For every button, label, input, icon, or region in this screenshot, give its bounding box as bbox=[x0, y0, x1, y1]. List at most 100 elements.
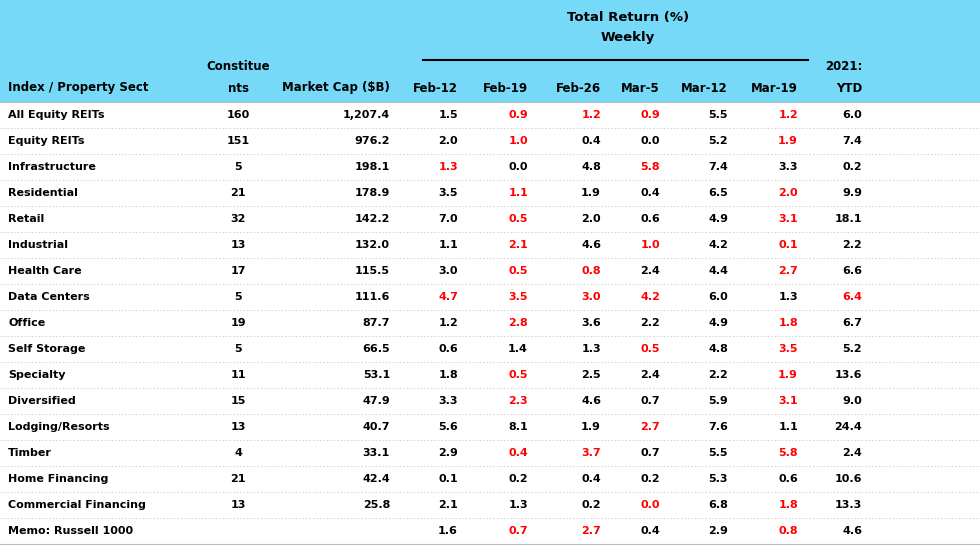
Text: Self Storage: Self Storage bbox=[8, 344, 85, 354]
Text: 33.1: 33.1 bbox=[363, 448, 390, 458]
Text: 2.4: 2.4 bbox=[640, 370, 660, 380]
Text: 0.2: 0.2 bbox=[843, 162, 862, 172]
Text: 2.8: 2.8 bbox=[509, 318, 528, 328]
Text: 0.9: 0.9 bbox=[509, 110, 528, 120]
Text: 0.1: 0.1 bbox=[438, 474, 458, 484]
Text: 4: 4 bbox=[234, 448, 242, 458]
Text: 8.1: 8.1 bbox=[509, 422, 528, 432]
Text: 9.0: 9.0 bbox=[842, 396, 862, 406]
Text: 0.2: 0.2 bbox=[640, 474, 660, 484]
Text: 142.2: 142.2 bbox=[355, 214, 390, 224]
Text: Mar-19: Mar-19 bbox=[751, 82, 798, 95]
Text: 0.4: 0.4 bbox=[509, 448, 528, 458]
Text: Lodging/Resorts: Lodging/Resorts bbox=[8, 422, 110, 432]
Text: 0.9: 0.9 bbox=[640, 110, 660, 120]
Text: 3.0: 3.0 bbox=[438, 266, 458, 276]
Text: 5.2: 5.2 bbox=[709, 136, 728, 146]
Text: 3.5: 3.5 bbox=[438, 188, 458, 198]
Text: 5.5: 5.5 bbox=[709, 448, 728, 458]
Text: 5.2: 5.2 bbox=[843, 344, 862, 354]
Text: 25.8: 25.8 bbox=[363, 500, 390, 510]
Text: 151: 151 bbox=[226, 136, 250, 146]
Text: 0.0: 0.0 bbox=[509, 162, 528, 172]
Text: Specialty: Specialty bbox=[8, 370, 66, 380]
Text: 1.9: 1.9 bbox=[581, 422, 601, 432]
Text: 4.6: 4.6 bbox=[842, 526, 862, 536]
Text: Index / Property Sect: Index / Property Sect bbox=[8, 82, 149, 95]
Text: 13: 13 bbox=[230, 500, 246, 510]
Text: 1.6: 1.6 bbox=[438, 526, 458, 536]
Text: 2.1: 2.1 bbox=[438, 500, 458, 510]
Text: 2.2: 2.2 bbox=[709, 370, 728, 380]
Text: All Equity REITs: All Equity REITs bbox=[8, 110, 105, 120]
Text: 1.9: 1.9 bbox=[778, 136, 798, 146]
Text: 1.8: 1.8 bbox=[778, 318, 798, 328]
Text: 53.1: 53.1 bbox=[363, 370, 390, 380]
Text: 6.8: 6.8 bbox=[709, 500, 728, 510]
Text: Data Centers: Data Centers bbox=[8, 292, 90, 302]
Text: 2.9: 2.9 bbox=[438, 448, 458, 458]
Text: 1.3: 1.3 bbox=[581, 344, 601, 354]
Text: Home Financing: Home Financing bbox=[8, 474, 109, 484]
Text: 3.1: 3.1 bbox=[778, 396, 798, 406]
Text: 178.9: 178.9 bbox=[355, 188, 390, 198]
Text: 2.2: 2.2 bbox=[640, 318, 660, 328]
Text: Residential: Residential bbox=[8, 188, 77, 198]
Text: 13: 13 bbox=[230, 240, 246, 250]
Text: 4.2: 4.2 bbox=[709, 240, 728, 250]
Text: 19: 19 bbox=[230, 318, 246, 328]
Text: 47.9: 47.9 bbox=[363, 396, 390, 406]
Text: 2.7: 2.7 bbox=[581, 526, 601, 536]
Text: 0.8: 0.8 bbox=[778, 526, 798, 536]
Text: 0.0: 0.0 bbox=[641, 136, 660, 146]
Text: 13: 13 bbox=[230, 422, 246, 432]
Text: 4.9: 4.9 bbox=[708, 318, 728, 328]
Text: 5: 5 bbox=[234, 292, 242, 302]
Text: 0.4: 0.4 bbox=[640, 188, 660, 198]
Text: Timber: Timber bbox=[8, 448, 52, 458]
Text: Feb-19: Feb-19 bbox=[483, 82, 528, 95]
Text: 111.6: 111.6 bbox=[355, 292, 390, 302]
Text: 2.0: 2.0 bbox=[438, 136, 458, 146]
Text: 5.9: 5.9 bbox=[709, 396, 728, 406]
Text: 7.0: 7.0 bbox=[438, 214, 458, 224]
Text: 6.0: 6.0 bbox=[709, 292, 728, 302]
Text: 4.4: 4.4 bbox=[708, 266, 728, 276]
Text: 1.0: 1.0 bbox=[509, 136, 528, 146]
Text: 42.4: 42.4 bbox=[363, 474, 390, 484]
Text: 32: 32 bbox=[230, 214, 246, 224]
Text: 10.6: 10.6 bbox=[835, 474, 862, 484]
Text: 1.9: 1.9 bbox=[778, 370, 798, 380]
Text: Equity REITs: Equity REITs bbox=[8, 136, 84, 146]
Text: Health Care: Health Care bbox=[8, 266, 81, 276]
Text: Mar-12: Mar-12 bbox=[681, 82, 728, 95]
Text: 21: 21 bbox=[230, 188, 246, 198]
Text: 0.1: 0.1 bbox=[778, 240, 798, 250]
Text: Total Return (%): Total Return (%) bbox=[567, 12, 689, 24]
Text: 976.2: 976.2 bbox=[355, 136, 390, 146]
Text: 4.8: 4.8 bbox=[581, 162, 601, 172]
Text: 1.0: 1.0 bbox=[640, 240, 660, 250]
Text: 115.5: 115.5 bbox=[355, 266, 390, 276]
Text: 66.5: 66.5 bbox=[363, 344, 390, 354]
Text: 40.7: 40.7 bbox=[363, 422, 390, 432]
Text: 5.6: 5.6 bbox=[438, 422, 458, 432]
Text: 1.1: 1.1 bbox=[778, 422, 798, 432]
Text: Feb-12: Feb-12 bbox=[413, 82, 458, 95]
Text: nts: nts bbox=[227, 82, 249, 95]
Text: 13.3: 13.3 bbox=[835, 500, 862, 510]
Text: 21: 21 bbox=[230, 474, 246, 484]
Text: 2.7: 2.7 bbox=[778, 266, 798, 276]
Text: 6.5: 6.5 bbox=[709, 188, 728, 198]
Text: 24.4: 24.4 bbox=[834, 422, 862, 432]
Text: 2021:: 2021: bbox=[824, 60, 862, 73]
Text: Industrial: Industrial bbox=[8, 240, 68, 250]
Text: 2.4: 2.4 bbox=[842, 448, 862, 458]
Text: 7.4: 7.4 bbox=[842, 136, 862, 146]
Text: 5: 5 bbox=[234, 162, 242, 172]
Text: 3.0: 3.0 bbox=[581, 292, 601, 302]
Text: Office: Office bbox=[8, 318, 45, 328]
Text: 1.3: 1.3 bbox=[438, 162, 458, 172]
Text: 5.8: 5.8 bbox=[778, 448, 798, 458]
Text: 7.6: 7.6 bbox=[709, 422, 728, 432]
